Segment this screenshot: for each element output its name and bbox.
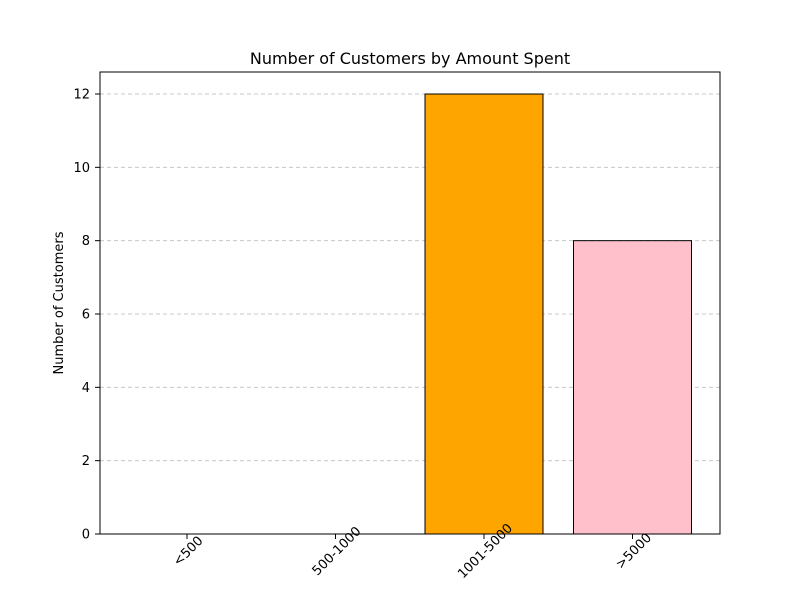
y-tick-label: 0: [82, 528, 90, 543]
bar-2: [424, 93, 544, 535]
y-axis-ticks: 0 2 4 6 8 10 12: [73, 88, 100, 543]
y-tick-label: 6: [82, 308, 90, 323]
y-tick-label: 12: [73, 88, 90, 103]
x-tick-label: 500-1000: [310, 524, 365, 579]
x-tick-label: <500: [171, 534, 207, 570]
bar-3: [573, 240, 692, 535]
y-tick-label: 2: [82, 454, 90, 469]
chart-title: Number of Customers by Amount Spent: [250, 49, 570, 68]
bars: [424, 93, 692, 535]
plot-frame: [99, 71, 721, 535]
y-tick-label: 10: [73, 161, 90, 176]
y-tick-label: 8: [82, 234, 90, 249]
y-axis-title: Number of Customers: [52, 231, 67, 374]
x-tick-label: >5000: [613, 531, 655, 573]
y-tick-label: 4: [82, 381, 90, 396]
